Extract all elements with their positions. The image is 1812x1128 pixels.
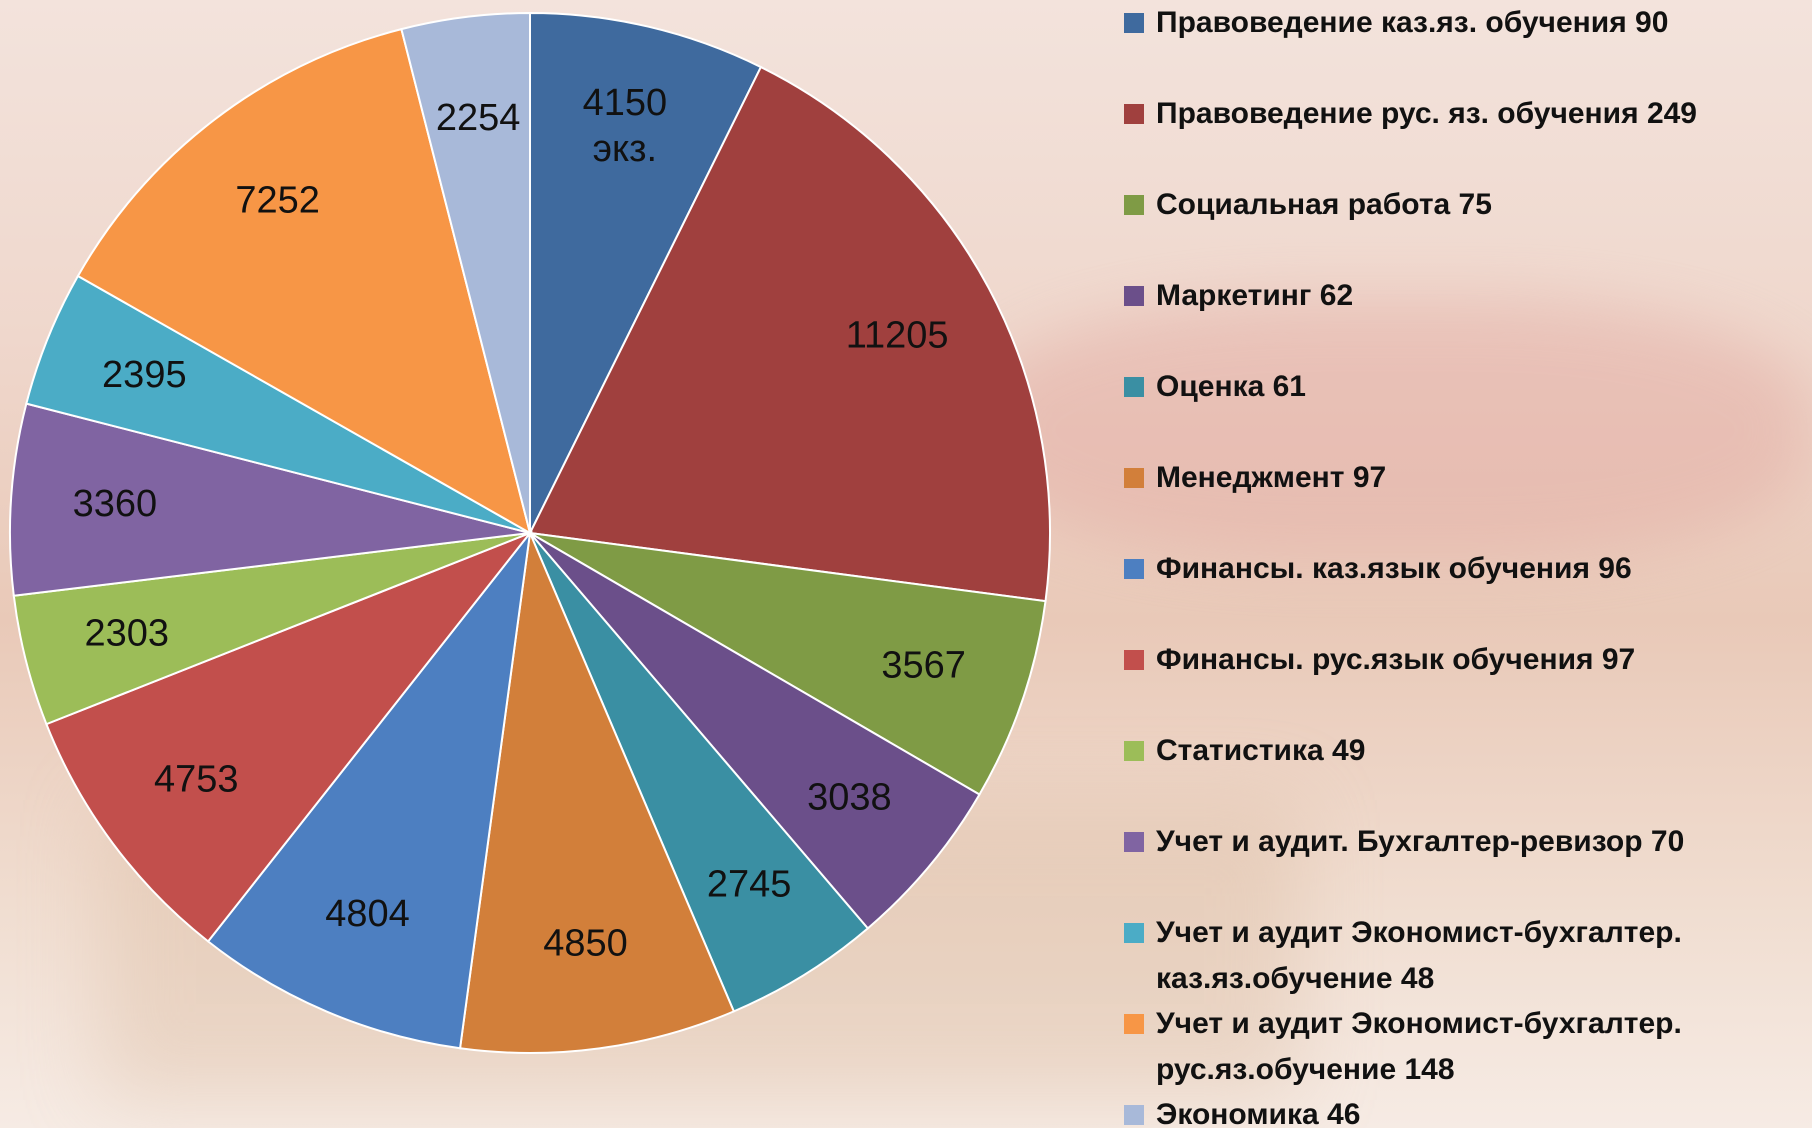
legend-swatch xyxy=(1124,650,1144,670)
slice-label: 4753 xyxy=(154,758,239,800)
legend-item: Учет и аудит. Бухгалтер-ревизор 70 xyxy=(1124,819,1804,865)
legend-item: Экономика 46 xyxy=(1124,1092,1804,1128)
slice-label: 2303 xyxy=(85,612,170,654)
slice-label: 7252 xyxy=(235,179,320,221)
legend-swatch xyxy=(1124,13,1144,33)
legend-item: Учет и аудит Экономист-бухгалтер. каз.яз… xyxy=(1124,910,1804,1002)
legend-item: Социальная работа 75 xyxy=(1124,182,1804,228)
legend-swatch xyxy=(1124,741,1144,761)
legend-item: Финансы. каз.язык обучения 96 xyxy=(1124,546,1804,592)
legend-item: Менеджмент 97 xyxy=(1124,455,1804,501)
legend-swatch xyxy=(1124,559,1144,579)
legend-swatch xyxy=(1124,1014,1144,1034)
legend-label: Учет и аудит Экономист-бухгалтер. рус.яз… xyxy=(1156,1001,1804,1093)
legend-label: Социальная работа 75 xyxy=(1156,182,1804,228)
legend-swatch xyxy=(1124,195,1144,215)
legend-swatch xyxy=(1124,286,1144,306)
legend-swatch xyxy=(1124,923,1144,943)
legend-label: Финансы. каз.язык обучения 96 xyxy=(1156,546,1804,592)
legend-label: Статистика 49 xyxy=(1156,728,1804,774)
legend-label: Правоведение каз.яз. обучения 90 xyxy=(1156,0,1804,46)
legend-label: Учет и аудит. Бухгалтер-ревизор 70 xyxy=(1156,819,1804,865)
legend-label: Учет и аудит Экономист-бухгалтер. каз.яз… xyxy=(1156,910,1804,1002)
slice-label: 11205 xyxy=(846,314,949,356)
legend-label: Правоведение рус. яз. обучения 249 xyxy=(1156,91,1804,137)
legend-label: Экономика 46 xyxy=(1156,1092,1804,1128)
legend-label: Оценка 61 xyxy=(1156,364,1804,410)
legend-swatch xyxy=(1124,832,1144,852)
slice-label: 4804 xyxy=(325,893,410,935)
legend-swatch xyxy=(1124,1105,1144,1125)
legend-label: Маркетинг 62 xyxy=(1156,273,1804,319)
legend-item: Финансы. рус.язык обучения 97 xyxy=(1124,637,1804,683)
slice-label: 3038 xyxy=(807,777,892,819)
legend-item: Правоведение рус. яз. обучения 249 xyxy=(1124,91,1804,137)
legend-item: Статистика 49 xyxy=(1124,728,1804,774)
legend-swatch xyxy=(1124,377,1144,397)
chart: 4150экз.11205356730382745485048044753230… xyxy=(0,0,1812,1128)
slice-label: 3360 xyxy=(73,483,158,525)
slice-label: 2395 xyxy=(102,354,187,396)
legend-label: Финансы. рус.язык обучения 97 xyxy=(1156,637,1804,683)
legend-label: Менеджмент 97 xyxy=(1156,455,1804,501)
legend-item: Оценка 61 xyxy=(1124,364,1804,410)
legend-swatch xyxy=(1124,104,1144,124)
legend-item: Учет и аудит Экономист-бухгалтер. рус.яз… xyxy=(1124,1001,1804,1093)
slice-label: 4850 xyxy=(543,922,628,964)
legend-item: Маркетинг 62 xyxy=(1124,273,1804,319)
slice-label: 2254 xyxy=(436,97,521,139)
slice-label: 3567 xyxy=(881,645,966,687)
legend-swatch xyxy=(1124,468,1144,488)
slice-label: 2745 xyxy=(707,864,792,906)
legend-item: Правоведение каз.яз. обучения 90 xyxy=(1124,0,1804,46)
